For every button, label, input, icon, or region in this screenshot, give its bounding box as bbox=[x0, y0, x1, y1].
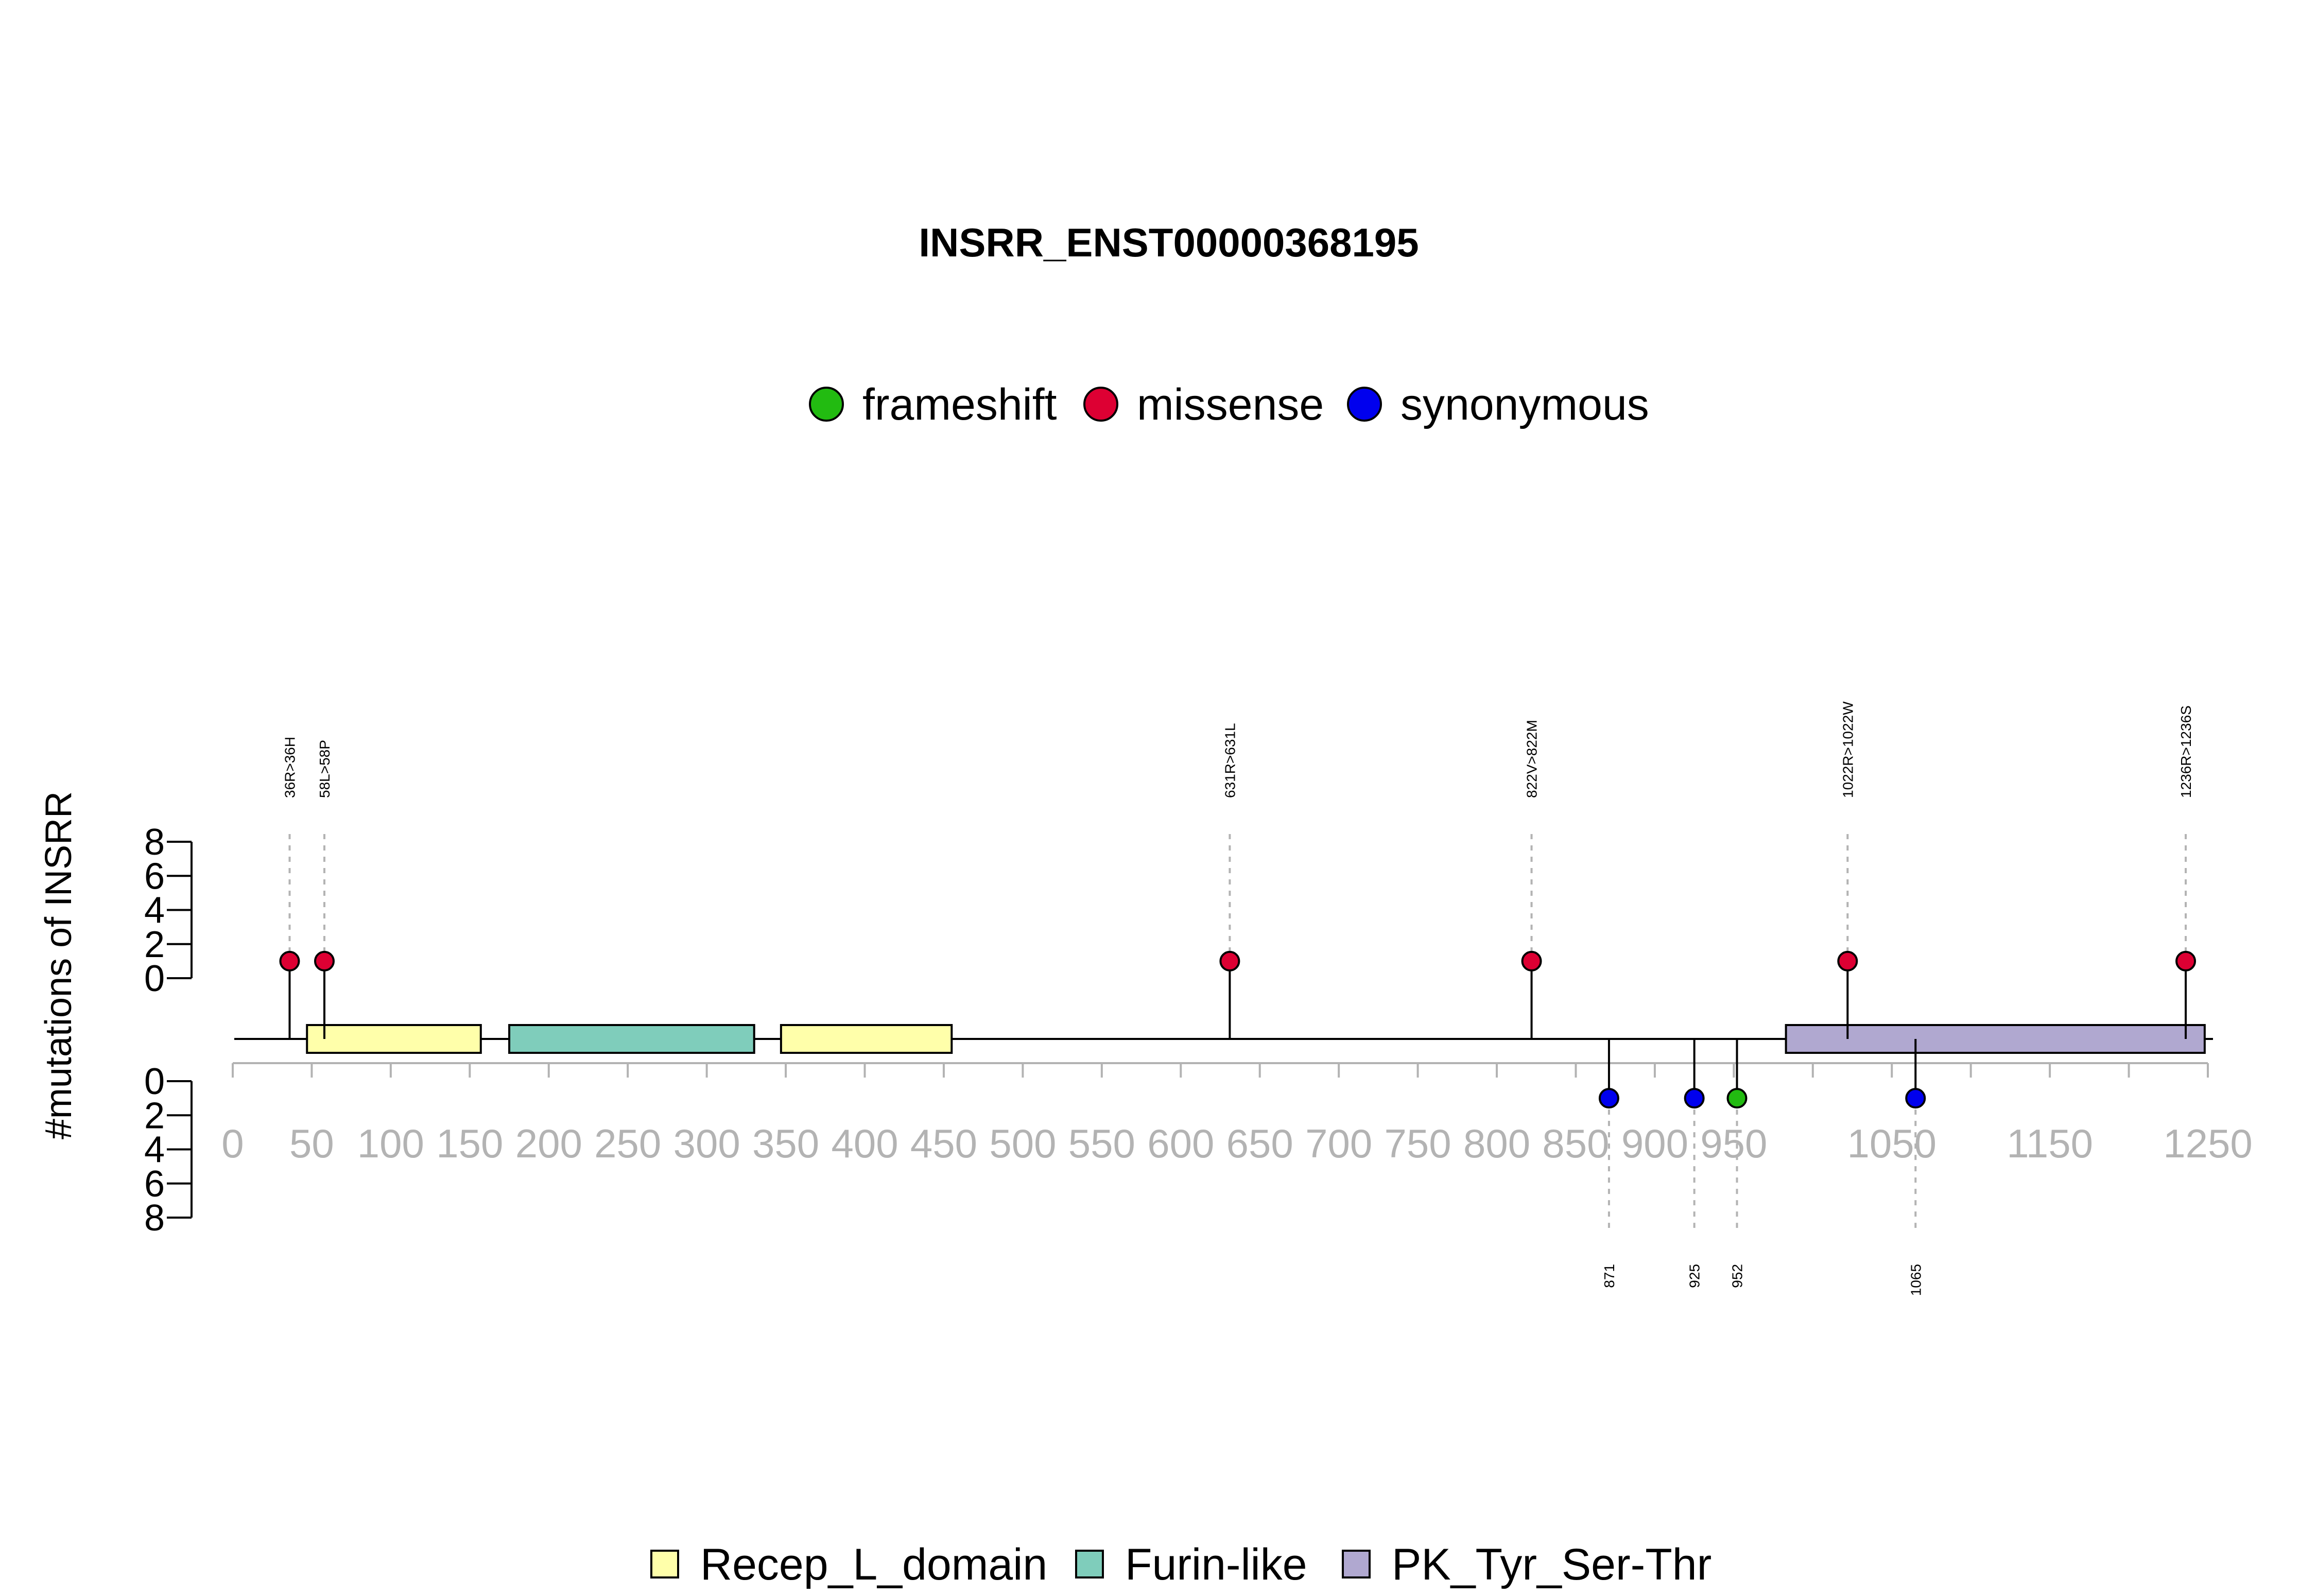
mutation-label: 952 bbox=[1729, 1264, 1745, 1288]
mutation-631: 631R>631L bbox=[1219, 723, 1240, 1039]
protein-track bbox=[234, 1024, 2213, 1054]
mutation-822: 822V>822M bbox=[1521, 720, 1542, 1039]
mutation-1065: 1065 bbox=[1905, 1039, 1926, 1296]
y-tick-label: 0 bbox=[144, 958, 165, 999]
x-tick-label: 1150 bbox=[2007, 1121, 2093, 1166]
x-tick-label: 600 bbox=[1147, 1121, 1214, 1166]
domain-PK_Tyr_Ser-Thr bbox=[1785, 1024, 2206, 1054]
y-tick-label: 8 bbox=[144, 1198, 165, 1239]
mutation-point bbox=[1219, 950, 1240, 972]
x-tick-label: 250 bbox=[594, 1121, 661, 1166]
x-tick-label: 450 bbox=[910, 1121, 977, 1166]
domain-legend-item-Recep_L_domain: Recep_L_domain bbox=[650, 1540, 1047, 1589]
domain-legend-item-PK_Tyr_Ser-Thr: PK_Tyr_Ser-Thr bbox=[1342, 1540, 1711, 1589]
legend-label: missense bbox=[1137, 380, 1324, 429]
legend-label: synonymous bbox=[1400, 380, 1649, 429]
domain-Recep_L_domain bbox=[306, 1024, 482, 1054]
x-axis: 0 50 100 150 200 250 300 350 400 450 500 550 600 650 7… bbox=[221, 1062, 2253, 1166]
mutation-label: 36R>36H bbox=[282, 737, 298, 798]
mutation-label: 871 bbox=[1601, 1264, 1617, 1288]
legend-marker bbox=[809, 387, 844, 422]
domain-legend-swatch bbox=[1342, 1550, 1371, 1578]
domain-legend-swatch bbox=[650, 1550, 679, 1578]
x-tick-label: 900 bbox=[1621, 1121, 1688, 1166]
mutation-label: 631R>631L bbox=[1222, 723, 1238, 798]
y-tick-label: 8 bbox=[144, 822, 165, 863]
mutation-type-legend: frameshift missense synonymous bbox=[809, 380, 1649, 429]
legend-label: frameshift bbox=[862, 380, 1057, 429]
mutation-1022: 1022R>1022W bbox=[1837, 701, 1858, 1039]
mutation-point bbox=[1905, 1088, 1926, 1109]
x-tick-label: 200 bbox=[515, 1121, 582, 1166]
mutation-label: 1236R>1236S bbox=[2178, 705, 2194, 798]
domain-Furin-like bbox=[508, 1024, 755, 1054]
x-tick-label: 300 bbox=[673, 1121, 740, 1166]
x-tick-label: 550 bbox=[1068, 1121, 1135, 1166]
mutations-bottom: 871 925 952 1065 bbox=[1598, 1039, 1926, 1296]
y-tick-label: 4 bbox=[144, 890, 165, 931]
mutation-label: 1065 bbox=[1908, 1264, 1924, 1296]
legend-item-missense: missense bbox=[1083, 380, 1324, 429]
y-axis-label: #mutations of INSRR bbox=[38, 791, 79, 1139]
x-tick-label: 1250 bbox=[2163, 1121, 2253, 1166]
domain-legend-label: PK_Tyr_Ser-Thr bbox=[1392, 1540, 1711, 1589]
domain-legend-label: Recep_L_domain bbox=[700, 1540, 1047, 1589]
x-tick-label: 0 bbox=[221, 1121, 244, 1166]
x-tick-label: 50 bbox=[289, 1121, 334, 1166]
mutation-label: 822V>822M bbox=[1524, 720, 1540, 798]
y-tick-label: 6 bbox=[144, 856, 165, 897]
mutation-label: 925 bbox=[1687, 1264, 1703, 1288]
x-tick-label: 750 bbox=[1385, 1121, 1451, 1166]
mutation-point bbox=[1684, 1088, 1705, 1109]
x-tick-label: 650 bbox=[1226, 1121, 1293, 1166]
legend-item-synonymous: synonymous bbox=[1347, 380, 1649, 429]
x-tick-label: 1050 bbox=[1847, 1121, 1936, 1166]
y-tick-label: 2 bbox=[144, 924, 165, 965]
domain-legend: Recep_L_domain Furin-like PK_Tyr_Ser-Thr bbox=[650, 1540, 1711, 1589]
x-tick-label: 700 bbox=[1305, 1121, 1372, 1166]
chart-title: INSRR_ENST00000368195 bbox=[919, 220, 1419, 265]
x-tick-label: 100 bbox=[357, 1121, 424, 1166]
y-tick-label: 2 bbox=[144, 1095, 165, 1136]
y-tick-label: 6 bbox=[144, 1164, 165, 1205]
mutation-36: 36R>36H bbox=[279, 737, 300, 1039]
x-tick-label: 500 bbox=[989, 1121, 1056, 1166]
domain-legend-swatch bbox=[1075, 1550, 1104, 1578]
mutation-point bbox=[1837, 950, 1858, 972]
mutation-point bbox=[279, 950, 300, 972]
mutation-952: 952 bbox=[1726, 1039, 1748, 1288]
mutation-871: 871 bbox=[1598, 1039, 1619, 1288]
mutation-1236: 1236R>1236S bbox=[2175, 705, 2197, 1039]
domain-legend-label: Furin-like bbox=[1125, 1540, 1307, 1589]
mutation-point bbox=[1598, 1088, 1619, 1109]
y-tick-label: 0 bbox=[144, 1061, 165, 1102]
mutation-label: 1022R>1022W bbox=[1840, 701, 1856, 798]
x-tick-label: 400 bbox=[831, 1121, 898, 1166]
mutation-point bbox=[1521, 950, 1542, 972]
x-tick-label: 950 bbox=[1700, 1121, 1767, 1166]
x-tick-label: 850 bbox=[1542, 1121, 1609, 1166]
mutation-point bbox=[2175, 950, 2197, 972]
y-tick-label: 4 bbox=[144, 1130, 165, 1171]
x-tick-label: 800 bbox=[1463, 1121, 1530, 1166]
x-tick-label: 150 bbox=[436, 1121, 503, 1166]
x-tick-label: 350 bbox=[752, 1121, 819, 1166]
domain-Recep_L_domain bbox=[780, 1024, 953, 1054]
legend-marker bbox=[1347, 387, 1382, 422]
mutation-point bbox=[1726, 1088, 1748, 1109]
legend-item-frameshift: frameshift bbox=[809, 380, 1057, 429]
mutations-top: 36R>36H 58L>58P 631R>631L 822V>822M 1022R>10… bbox=[279, 701, 2197, 1039]
mutation-label: 58L>58P bbox=[317, 740, 333, 798]
legend-marker bbox=[1083, 387, 1118, 422]
mutation-925: 925 bbox=[1684, 1039, 1705, 1288]
mutation-point bbox=[314, 950, 335, 972]
domain-legend-item-Furin-like: Furin-like bbox=[1075, 1540, 1307, 1589]
mutation-58: 58L>58P bbox=[314, 740, 335, 1039]
